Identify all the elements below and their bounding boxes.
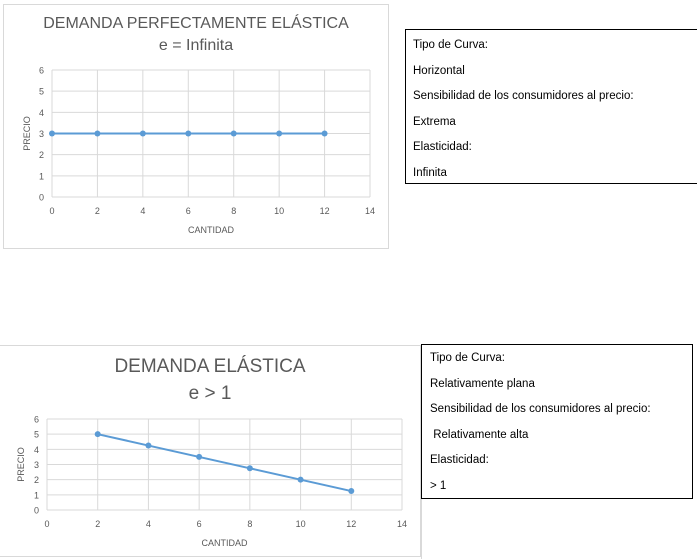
chart-perfectly-elastic: DEMANDA PERFECTAMENTE ELÁSTICA e = Infin… (3, 4, 389, 249)
chart-title: DEMANDA PERFECTAMENTE ELÁSTICA (43, 15, 349, 32)
info-label-elasticity: Elasticidad: (413, 141, 472, 153)
data-point (145, 442, 152, 449)
x-tick-label: 10 (296, 519, 306, 529)
y-tick-label: 2 (39, 150, 44, 160)
info-label-curve-type: Tipo de Curva: (430, 352, 505, 364)
data-point (230, 130, 237, 137)
chart-subtitle: e > 1 (188, 383, 232, 404)
data-point (276, 130, 283, 137)
info-value-elasticity: > 1 (430, 479, 447, 492)
y-tick-label: 4 (39, 108, 44, 118)
x-axis-label: CANTIDAD (188, 225, 235, 235)
x-tick-label: 0 (49, 206, 54, 216)
y-tick-label: 4 (34, 445, 39, 455)
x-tick-label: 14 (365, 206, 375, 216)
y-tick-label: 5 (34, 430, 39, 440)
y-tick-label: 6 (34, 415, 39, 425)
data-point (49, 130, 55, 137)
y-tick-label: 3 (34, 460, 39, 470)
info-value-curve-type: Relativamente plana (430, 377, 535, 390)
info-value-sensitivity: Relativamente alta (430, 428, 529, 441)
series-line (97, 433, 352, 493)
data-point (139, 130, 146, 137)
data-point (246, 465, 253, 472)
x-tick-label: 12 (346, 519, 356, 529)
y-tick-label: 1 (39, 171, 44, 181)
x-tick-label: 8 (231, 206, 236, 216)
x-axis-label: CANTIDAD (201, 538, 248, 548)
y-tick-label: 2 (34, 475, 39, 485)
chart-title: DEMANDA ELÁSTICA (114, 356, 306, 377)
info-box-elastic: Tipo de Curva: Relativamente plana Sensi… (421, 344, 693, 499)
x-tick-label: 8 (247, 519, 252, 529)
info-value-elasticity: Infinita (413, 166, 447, 179)
x-tick-label: 10 (274, 206, 284, 216)
chart-elastic: DEMANDA ELÁSTICA e > 1 0 1 2 3 4 5 6 0 2 4 6 8 10 12 1… (0, 345, 421, 557)
y-tick-label: 5 (39, 87, 44, 97)
x-tick-label: 0 (44, 519, 49, 529)
y-tick-label: 0 (39, 193, 44, 203)
x-tick-label: 12 (320, 206, 330, 216)
data-point (321, 130, 328, 137)
x-tick-label: 14 (397, 519, 407, 529)
info-value-curve-type: Horizontal (413, 64, 465, 77)
x-tick-label: 4 (146, 519, 151, 529)
info-label-elasticity: Elasticidad: (430, 454, 489, 466)
data-point (185, 130, 192, 137)
x-tick-label: 2 (95, 206, 100, 216)
info-label-curve-type: Tipo de Curva: (413, 39, 488, 51)
info-box-perfectly-elastic: Tipo de Curva: Horizontal Sensibilidad d… (405, 29, 697, 184)
x-tick-label: 6 (197, 519, 202, 529)
y-tick-label: 0 (34, 506, 39, 516)
data-point (94, 130, 101, 137)
info-label-sensitivity: Sensibilidad de los consumidores al prec… (430, 403, 651, 415)
y-tick-label: 1 (34, 490, 39, 500)
chart-subtitle: e = Infinita (158, 37, 234, 54)
info-label-sensitivity: Sensibilidad de los consumidores al prec… (413, 90, 634, 102)
data-point (94, 431, 101, 438)
x-tick-label: 6 (186, 206, 191, 216)
y-axis-label: PRECIO (22, 116, 32, 151)
data-point (196, 453, 203, 460)
x-tick-label: 2 (95, 519, 100, 529)
y-tick-label: 6 (39, 66, 44, 76)
data-point (348, 488, 355, 495)
info-value-sensitivity: Extrema (413, 115, 456, 128)
y-tick-label: 3 (39, 129, 44, 139)
y-axis-label: PRECIO (16, 447, 26, 482)
data-point (297, 476, 304, 483)
divider (421, 499, 422, 559)
x-tick-label: 4 (140, 206, 145, 216)
